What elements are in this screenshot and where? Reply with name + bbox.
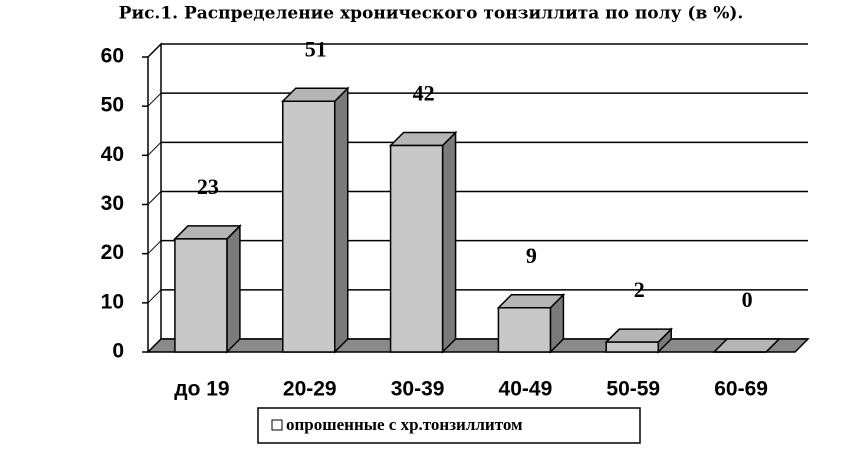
y-tick-label: 0 xyxy=(112,340,124,363)
legend xyxy=(257,407,641,444)
bar xyxy=(712,338,781,353)
bar-side xyxy=(441,130,457,354)
value-label: 9 xyxy=(526,243,537,268)
depth-line xyxy=(147,289,162,304)
value-label: 23 xyxy=(197,174,219,199)
x-tick-label: до 19 xyxy=(174,378,229,401)
x-tick-label: 20-29 xyxy=(283,378,337,401)
depth-line xyxy=(147,92,162,107)
bar-side xyxy=(334,86,349,354)
y-tick-label: 60 xyxy=(101,45,124,68)
x-tick-label: 60-69 xyxy=(714,378,768,401)
x-tick-label: 50-59 xyxy=(606,378,660,401)
y-tick-label: 10 xyxy=(101,290,124,313)
depth-line xyxy=(147,240,162,255)
bar xyxy=(604,327,674,354)
x-tick-label: 40-49 xyxy=(499,378,553,401)
value-label: 42 xyxy=(413,81,435,106)
chart-title: Рис.1. Распределение хронического тонзил… xyxy=(119,4,744,24)
value-label: 0 xyxy=(742,287,753,312)
y-tick-label: 50 xyxy=(101,94,124,117)
y-tick-label: 30 xyxy=(101,192,124,215)
y-tick-label: 40 xyxy=(101,143,124,166)
floor xyxy=(146,338,810,353)
legend-swatch xyxy=(271,419,283,431)
bar-front xyxy=(282,100,336,353)
bar xyxy=(388,130,458,354)
depth-line xyxy=(147,191,162,205)
bar-front xyxy=(605,341,659,353)
bar xyxy=(280,86,350,354)
bar-front xyxy=(389,144,444,353)
bar-side xyxy=(226,224,241,354)
bar xyxy=(496,292,566,354)
bar-front xyxy=(497,307,552,353)
value-label: 51 xyxy=(305,36,327,61)
value-label: 2 xyxy=(634,277,645,302)
bar xyxy=(173,224,242,354)
x-tick-label: 30-39 xyxy=(391,378,445,401)
bar-front xyxy=(174,238,228,353)
depth-line xyxy=(147,141,162,156)
depth-line xyxy=(147,43,162,58)
y-tick-label: 20 xyxy=(101,241,124,264)
legend-label: опрошенные с хр.тонзиллитом xyxy=(286,415,523,434)
